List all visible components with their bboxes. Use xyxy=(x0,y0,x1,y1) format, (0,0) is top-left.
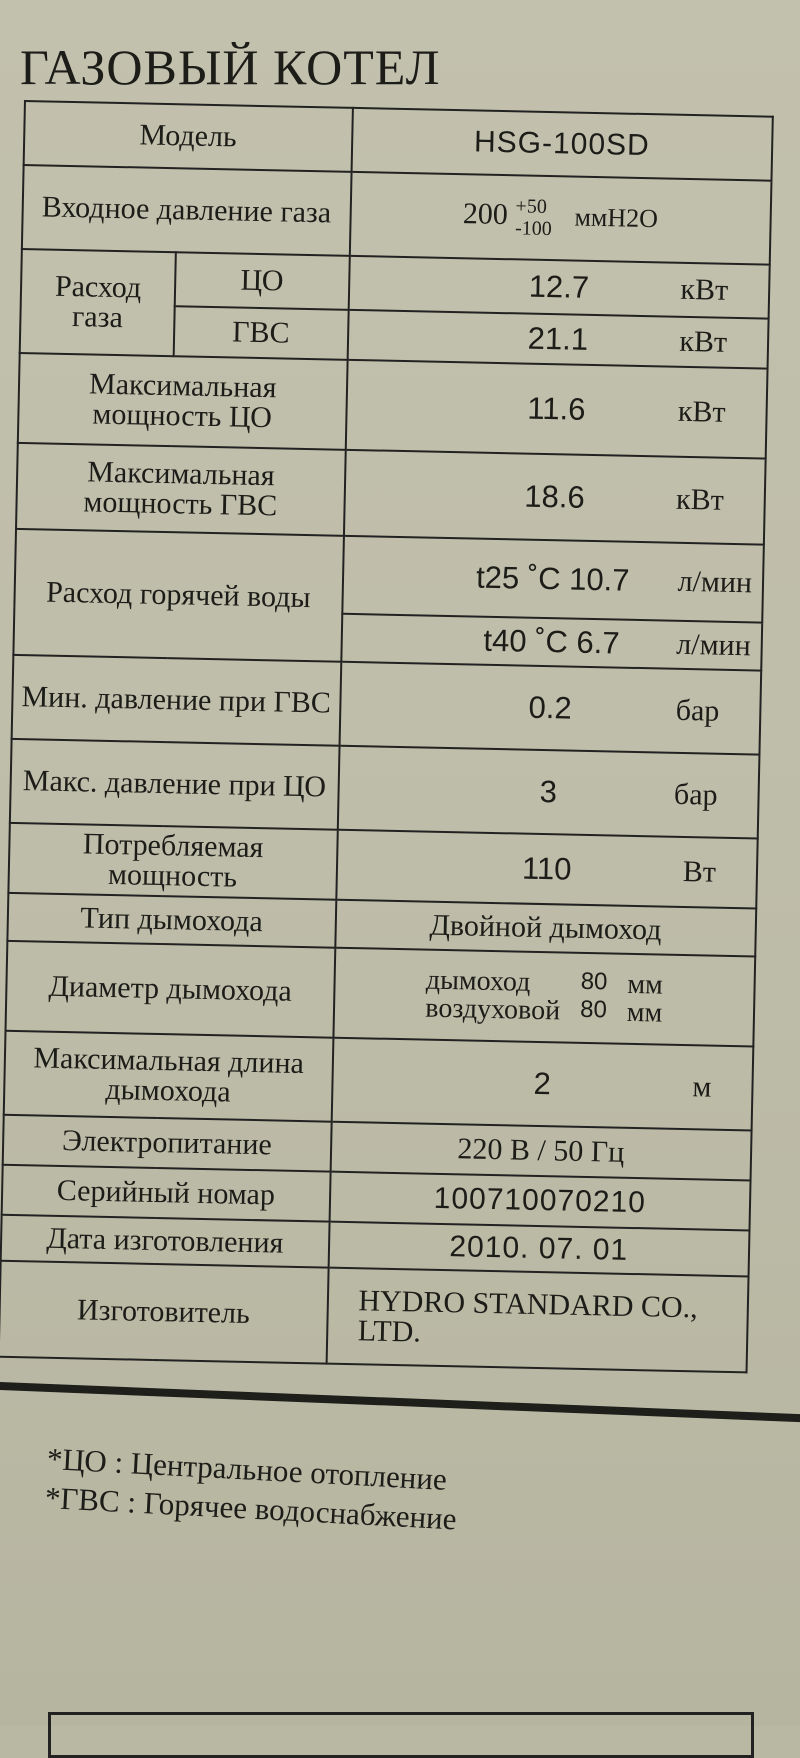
gas-flow-label: Расход газа xyxy=(19,248,176,357)
power-supply-label: Электропитание xyxy=(2,1114,332,1172)
unit: кВт xyxy=(677,394,726,429)
flue-value: 80 xyxy=(580,967,608,996)
model-value: HSG-100SD xyxy=(351,107,773,181)
air-label: воздуховой xyxy=(425,992,561,1027)
unit: Вт xyxy=(682,854,717,889)
tol-plus: +50 xyxy=(515,195,548,218)
date-label: Дата изготовления xyxy=(0,1214,330,1268)
gas-gvs-value: 21.1 кВт xyxy=(347,309,769,369)
unit: л/мин xyxy=(677,564,753,600)
min-pressure-label: Мин. давление при ГВС xyxy=(11,654,341,746)
max-power-gvs-label: Максимальная мощность ГВС xyxy=(16,442,346,536)
flue-type-value: Двойной дымоход xyxy=(334,899,757,957)
consumption-label: Потребляемая мощность xyxy=(8,822,338,900)
value: 21.1 xyxy=(527,320,589,357)
gas-gvs-label: ГВС xyxy=(173,306,349,360)
pressure-unit: ммH2O xyxy=(574,202,659,234)
air-unit: мм xyxy=(626,996,663,1029)
unit: бар xyxy=(675,693,720,728)
hot-water-t40: t40 ˚C 6.7 л/мин xyxy=(340,613,763,671)
unit: кВт xyxy=(679,324,728,359)
value: 0.2 xyxy=(528,689,573,726)
inlet-pressure-label: Входное давление газа xyxy=(21,165,352,256)
gas-co-value: 12.7 кВт xyxy=(348,255,770,319)
serial-value: 100710070210 xyxy=(329,1171,751,1231)
unit: кВт xyxy=(675,482,725,517)
table-row: Максимальная мощность ГВС 18.6 кВт xyxy=(16,442,766,545)
bottom-frame xyxy=(48,1712,754,1758)
inlet-pressure-value: 200 +50 -100 ммH2O xyxy=(349,171,772,265)
power-supply-value: 220 В / 50 Гц xyxy=(330,1121,752,1181)
tol-minus: -100 xyxy=(514,217,552,241)
air-value: 80 xyxy=(579,995,608,1024)
hot-water-t25: t25 ˚C 10.7 л/мин xyxy=(341,535,764,623)
value: 11.6 xyxy=(527,390,586,427)
max-power-gvs-value: 18.6 кВт xyxy=(343,449,766,545)
table-row: Расход горячей воды t25 ˚C 10.7 л/мин xyxy=(13,528,764,662)
model-label: Модель xyxy=(23,101,353,172)
table-row: Входное давление газа 200 +50 -100 ммH2O xyxy=(21,165,772,265)
spec-table: Модель HSG-100SD Входное давление газа 2… xyxy=(0,100,774,1373)
flue-unit: мм xyxy=(627,968,664,1001)
gas-co-label: ЦО xyxy=(174,252,350,310)
table-row: Изготовитель HYDRO STANDARD CO., LTD. xyxy=(0,1260,749,1373)
pressure-tolerance: +50 -100 xyxy=(515,195,553,240)
flue-length-label: Максимальная длина дымохода xyxy=(3,1030,333,1122)
manufacturer-label: Изготовитель xyxy=(0,1260,329,1364)
max-power-co-value: 11.6 кВт xyxy=(345,359,768,459)
value: t25 ˚C 10.7 xyxy=(475,559,630,598)
unit: кВт xyxy=(680,272,729,307)
page-title: ГАЗОВЫЙ КОТЕЛ xyxy=(20,39,441,95)
value: 18.6 xyxy=(524,478,586,515)
pressure-number: 200 xyxy=(462,197,509,232)
value: 12.7 xyxy=(528,268,590,305)
flue-diameter-value: дымоход 80 мм воздуховой 80 мм xyxy=(332,947,756,1047)
table-row: Максимальная мощность ЦО 11.6 кВт xyxy=(17,352,768,459)
consumption-value: 110 Вт xyxy=(335,829,758,909)
min-pressure-value: 0.2 бар xyxy=(339,661,762,755)
table-row: Макс. давление при ЦО 3 бар xyxy=(9,738,760,839)
flue-diameter-label: Диаметр дымохода xyxy=(5,940,335,1038)
hot-water-label: Расход горячей воды xyxy=(13,528,344,662)
value: 110 xyxy=(521,850,572,887)
table-row: Мин. давление при ГВС 0.2 бар xyxy=(11,654,762,755)
max-power-co-label: Максимальная мощность ЦО xyxy=(17,352,348,450)
value: 2 xyxy=(533,1065,552,1102)
max-pressure-value: 3 бар xyxy=(337,745,760,839)
unit: бар xyxy=(673,777,718,812)
max-pressure-label: Макс. давление при ЦО xyxy=(9,738,340,830)
value: t40 ˚C 6.7 xyxy=(483,622,620,661)
table-row: Диаметр дымохода дымоход 80 мм воздуховой 8… xyxy=(5,940,756,1047)
unit: м xyxy=(692,1070,712,1104)
unit: л/мин xyxy=(675,627,752,663)
value: 3 xyxy=(539,773,558,810)
serial-label: Серийный номар xyxy=(1,1164,331,1222)
manufacturer-value: HYDRO STANDARD CO., LTD. xyxy=(326,1267,749,1373)
flue-type-label: Тип дымохода xyxy=(7,892,336,948)
